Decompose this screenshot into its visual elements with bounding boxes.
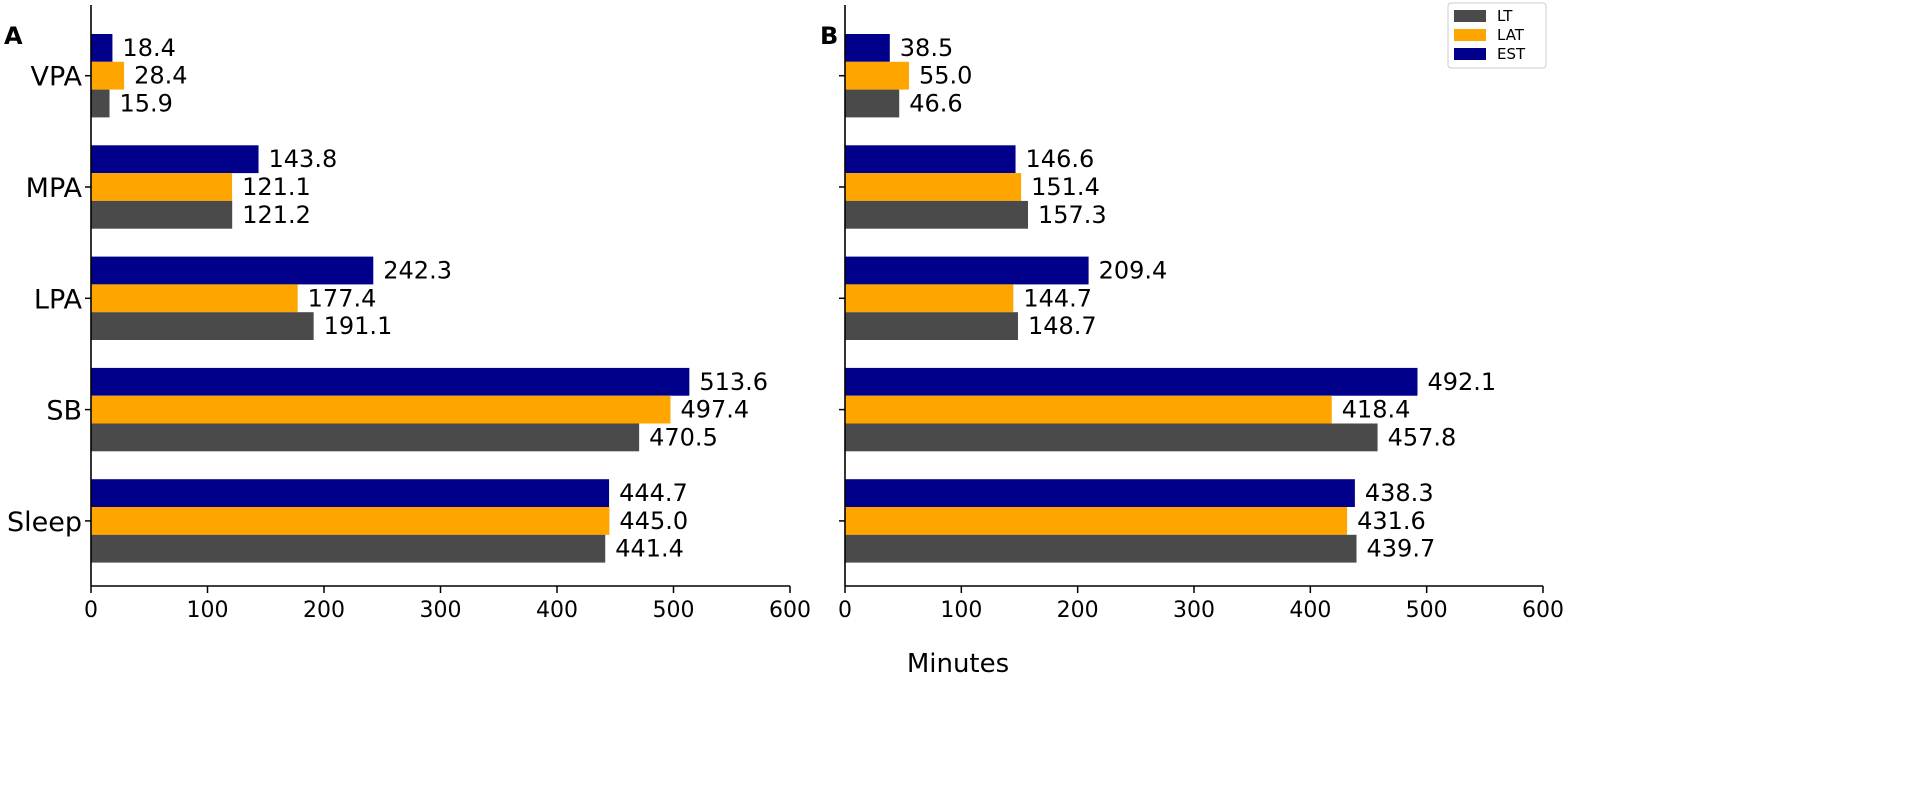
bar-lt-lpa [91, 312, 314, 340]
bar-lt-sb [91, 423, 640, 452]
x-tick-label: 200 [303, 598, 345, 623]
bar-value-label: 444.7 [619, 479, 688, 507]
bar-value-label: 418.4 [1342, 396, 1411, 424]
bar-value-label: 18.4 [122, 34, 175, 62]
panel-b: B 38.5 146.6 209.4 492.1 438.3 55.0 151.4 144.7 4… [820, 5, 1564, 623]
bar-value-label: 441.4 [615, 535, 684, 563]
bar-lt-sleep [91, 534, 606, 563]
panel-letter: A [4, 22, 23, 50]
bar-value-label: 470.5 [649, 423, 718, 451]
bar-est-lpa [91, 256, 374, 285]
x-tick-label: 500 [653, 598, 695, 623]
x-tick-label: 300 [420, 598, 462, 623]
bar-lat-sb [845, 395, 1332, 424]
category-label-vpa: VPA [31, 62, 83, 93]
bar-est-sleep [91, 479, 610, 507]
bar-lt-vpa [845, 89, 900, 118]
x-tick-label: 0 [838, 598, 852, 623]
bar-value-label: 209.4 [1099, 257, 1168, 285]
bar-value-label: 38.5 [900, 34, 953, 62]
bar-value-label: 28.4 [134, 62, 187, 90]
bar-lat-mpa [845, 173, 1022, 201]
x-tick-label: 600 [769, 598, 811, 623]
category-label-lpa: LPA [34, 284, 83, 315]
bar-value-label: 15.9 [120, 90, 173, 118]
bar-lt-mpa [845, 200, 1028, 229]
bar-value-label: 492.1 [1427, 368, 1496, 396]
bar-value-label: 177.4 [308, 284, 377, 312]
bar-est-sb [845, 367, 1418, 396]
bar-value-label: 438.3 [1365, 479, 1434, 507]
legend-swatch-lat [1454, 29, 1486, 41]
legend-label-lat: LAT [1497, 26, 1525, 44]
bar-value-label: 148.7 [1028, 312, 1097, 340]
x-tick-label: 400 [536, 598, 578, 623]
x-tick-label: 100 [940, 598, 982, 623]
legend-label-lt: LT [1497, 7, 1513, 25]
bar-lt-vpa [91, 89, 110, 118]
bar-est-vpa [91, 34, 113, 62]
bar-value-label: 445.0 [619, 507, 688, 535]
bar-est-mpa [845, 145, 1016, 174]
panel-a: A 18.4 143.8 242.3 513.6 444.7 28.4 121.1 177.4 4… [4, 5, 811, 623]
bar-lat-sb [91, 395, 671, 424]
category-label-mpa: MPA [26, 173, 83, 204]
bar-est-lpa [845, 256, 1089, 285]
bar-lt-sleep [845, 534, 1357, 563]
bar-value-label: 121.1 [242, 173, 311, 201]
bar-lt-sb [845, 423, 1378, 452]
x-tick-label: 300 [1173, 598, 1215, 623]
x-tick-label: 0 [84, 598, 98, 623]
bar-lat-vpa [845, 61, 909, 90]
bar-value-label: 46.6 [909, 90, 962, 118]
bar-lt-lpa [845, 312, 1018, 340]
bar-value-label: 242.3 [383, 257, 452, 285]
bar-lat-lpa [845, 284, 1014, 313]
category-label-sb: SB [46, 396, 82, 427]
bar-lat-sleep [91, 507, 610, 535]
bar-value-label: 143.8 [269, 145, 338, 173]
bar-value-label: 191.1 [324, 312, 393, 340]
bar-lat-mpa [91, 173, 233, 201]
bar-lat-vpa [91, 61, 125, 90]
bar-lat-sleep [845, 507, 1348, 535]
bar-value-label: 439.7 [1367, 535, 1436, 563]
bar-value-label: 146.6 [1026, 145, 1095, 173]
bar-lt-mpa [91, 200, 233, 229]
bar-value-label: 144.7 [1023, 284, 1092, 312]
bar-value-label: 497.4 [680, 396, 749, 424]
bar-value-label: 121.2 [242, 201, 311, 229]
legend-swatch-est [1454, 48, 1486, 60]
legend-label-est: EST [1497, 45, 1526, 63]
bar-value-label: 157.3 [1038, 201, 1107, 229]
bar-value-label: 55.0 [919, 62, 972, 90]
panel-letter: B [820, 22, 838, 50]
bar-est-sleep [845, 479, 1355, 507]
x-tick-label: 600 [1522, 598, 1564, 623]
x-tick-label: 400 [1289, 598, 1331, 623]
x-tick-label: 200 [1057, 598, 1099, 623]
legend-swatch-lt [1454, 10, 1486, 22]
x-tick-label: 500 [1406, 598, 1448, 623]
bar-lat-lpa [91, 284, 298, 313]
x-axis-label: Minutes [907, 649, 1009, 679]
category-label-sleep: Sleep [7, 507, 82, 538]
bar-est-mpa [91, 145, 259, 174]
bar-value-label: 151.4 [1031, 173, 1100, 201]
bar-value-label: 457.8 [1388, 423, 1457, 451]
x-tick-label: 100 [187, 598, 229, 623]
bar-est-sb [91, 367, 690, 396]
bar-value-label: 513.6 [699, 368, 768, 396]
bar-est-vpa [845, 34, 890, 62]
bar-value-label: 431.6 [1357, 507, 1426, 535]
